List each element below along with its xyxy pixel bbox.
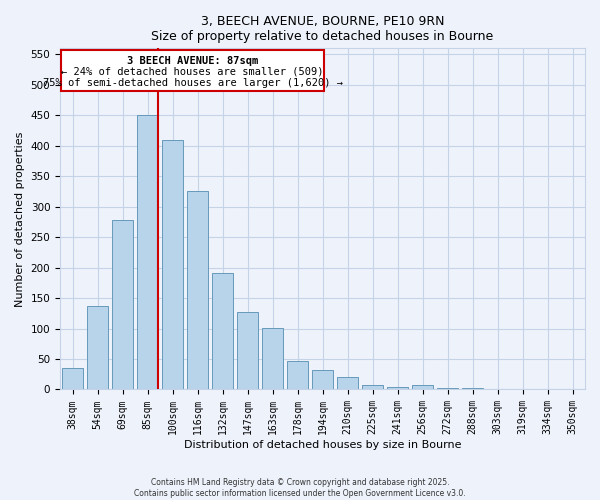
Bar xyxy=(487,389,508,390)
Bar xyxy=(87,306,108,390)
Bar xyxy=(262,328,283,390)
Bar xyxy=(287,361,308,390)
Bar xyxy=(237,312,258,390)
Bar xyxy=(162,140,183,390)
Bar xyxy=(512,389,533,390)
Y-axis label: Number of detached properties: Number of detached properties xyxy=(15,131,25,306)
Bar xyxy=(562,389,583,390)
Bar xyxy=(387,387,408,390)
X-axis label: Distribution of detached houses by size in Bourne: Distribution of detached houses by size … xyxy=(184,440,461,450)
Bar xyxy=(412,385,433,390)
Title: 3, BEECH AVENUE, BOURNE, PE10 9RN
Size of property relative to detached houses i: 3, BEECH AVENUE, BOURNE, PE10 9RN Size o… xyxy=(151,15,494,43)
Bar xyxy=(187,192,208,390)
FancyBboxPatch shape xyxy=(61,50,324,91)
Bar xyxy=(212,272,233,390)
Bar xyxy=(112,220,133,390)
Text: Contains HM Land Registry data © Crown copyright and database right 2025.
Contai: Contains HM Land Registry data © Crown c… xyxy=(134,478,466,498)
Text: ← 24% of detached houses are smaller (509): ← 24% of detached houses are smaller (50… xyxy=(61,66,324,76)
Bar xyxy=(437,388,458,390)
Bar xyxy=(362,385,383,390)
Text: 3 BEECH AVENUE: 87sqm: 3 BEECH AVENUE: 87sqm xyxy=(127,56,258,66)
Bar xyxy=(537,389,558,390)
Bar xyxy=(312,370,333,390)
Bar xyxy=(462,388,483,390)
Bar xyxy=(337,378,358,390)
Bar xyxy=(62,368,83,390)
Bar xyxy=(137,116,158,390)
Text: 75% of semi-detached houses are larger (1,620) →: 75% of semi-detached houses are larger (… xyxy=(43,78,343,88)
